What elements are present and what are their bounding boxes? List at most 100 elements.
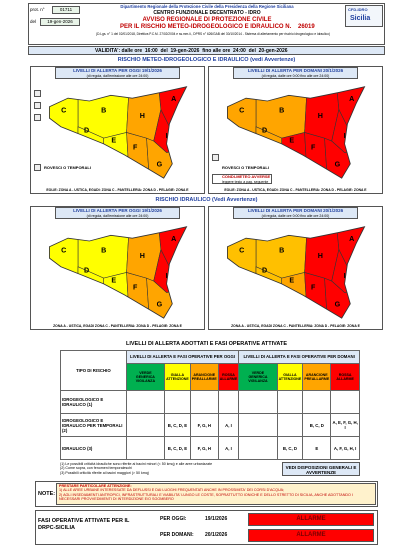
zone-label: I — [344, 272, 346, 280]
panel-header — [55, 67, 180, 79]
storm-icon — [34, 90, 41, 97]
panel-subtitle: (di regola, dall'emissione alle ore 24:0… — [86, 74, 149, 78]
del-label: del — [30, 19, 37, 24]
level-phase: GENERICA VIGILANZA — [248, 374, 268, 383]
cell — [330, 390, 360, 414]
phase: ALLARME — [296, 516, 326, 522]
phase-when: PER DOMANI: — [160, 532, 194, 538]
cell — [189, 390, 219, 414]
number: 26019 — [298, 24, 315, 30]
coast — [49, 86, 188, 179]
level-name: ARANCIONE — [193, 372, 216, 377]
warning-icon — [212, 154, 219, 161]
cell — [276, 390, 304, 414]
phase: ALLARME — [296, 532, 326, 538]
cell — [217, 390, 240, 414]
level: ROSSA ALLARME — [330, 362, 360, 392]
phase-date: 19/1/2026 — [205, 516, 228, 522]
risk-type: IDROGEOLOGICO E IDRAULICO (1) — [60, 390, 127, 414]
level-phase: GENERICA VIGILANZA — [135, 374, 156, 383]
zone-label: F — [133, 284, 138, 292]
zone — [281, 272, 308, 319]
cell — [125, 390, 166, 414]
panel-header — [233, 207, 358, 219]
date: 19-gen-2026 — [40, 18, 80, 26]
logo-text: CFD-IDRO — [348, 7, 368, 12]
phases-label: FASI OPERATIVE ATTIVATE PER IL DRPC-SICI… — [38, 518, 130, 531]
cell — [125, 436, 166, 460]
legend: ROVESCI O TEMPORALI — [44, 165, 91, 170]
zone-label: A — [171, 235, 176, 243]
domani-header: LIVELLI DI ALLERTA E FASI OPERATIVE PER … — [238, 350, 360, 364]
storm-icon — [34, 102, 41, 109]
cell: A, I — [217, 413, 240, 437]
zone-label: I — [344, 132, 346, 140]
level-name: ROSSA — [338, 372, 352, 377]
level-phase: ATTENZIONE — [166, 376, 189, 381]
panel-footer: EOLIE: ZONA A - USTICA, EGADI: ZONA C - … — [224, 188, 367, 192]
panel-title: LIVELLI DI ALLERTA PER OGGI 19/1/2026 — [73, 208, 162, 213]
zone-label: G — [335, 161, 341, 169]
note-text: PRESTARE PARTICOLARE ATTENZIONE: — [59, 484, 132, 488]
validity-bar — [28, 46, 385, 55]
panel-title: LIVELLI DI ALLERTA PER DOMANI 20/1/2026 — [247, 68, 344, 73]
warning-note: leggere testo a pag. seguente — [222, 180, 269, 184]
zone — [126, 272, 150, 319]
risk-type: IDRAULICO (3) — [60, 436, 127, 460]
row: TIPO DI RISCHIO LIVELLI DI ALLERTA E FASI… — [60, 350, 360, 391]
level-phase: PREALLARME — [191, 376, 217, 381]
cell: B, C, D — [276, 436, 304, 460]
notes-button[interactable]: VEDI DISPOSIZIONI GENERALI E AVVERTENZE — [282, 462, 360, 476]
zone-label: D — [262, 126, 267, 134]
cell: A, E, F, G, H, I — [330, 413, 360, 437]
title1: AVVISO REGIONALE DI PROTEZIONE CIVILE — [142, 17, 272, 23]
panel-subtitle: (di regola, dalle ore 0:00 fino alle ore… — [261, 214, 330, 218]
zone-label: E — [111, 276, 116, 284]
level-name: GIALLA — [283, 372, 297, 377]
warning-box — [212, 174, 272, 184]
cell: B, C, D — [302, 413, 332, 437]
panel-subtitle: (di regola, dalle ore 0:00 fino alle ore… — [261, 74, 330, 78]
cell: B, C, D, E — [164, 436, 191, 460]
cell: A, I — [217, 436, 240, 460]
phase-when: PER OGGI: — [160, 516, 187, 522]
level: VERDE GENERICA VIGILANZA — [238, 362, 278, 392]
row: IDROGEOLOGICO E IDRAULICO PER TEMPORALI … — [60, 413, 360, 437]
level: ARANCIONE PREALLARME — [189, 362, 219, 392]
level: ROSSA ALLARME — [217, 362, 240, 392]
zone-label: H — [318, 112, 323, 120]
table: TIPO DI RISCHIO LIVELLI DI ALLERTA E FASI… — [60, 350, 360, 460]
zone — [146, 277, 187, 319]
phase-date: 20/1/2026 — [205, 532, 228, 538]
cell — [238, 413, 278, 437]
prot-label: prot. n° — [30, 7, 45, 12]
zone-label: D — [262, 266, 267, 274]
cell: A, F, G, H, I — [330, 436, 360, 460]
section-title: RISCHIO IDRAULICO (Vedi Avvertenze) — [155, 197, 258, 203]
note-lines: PRESTARE PARTICOLARE ATTENZIONE: 1) ALLE … — [56, 483, 376, 505]
zone-label: G — [157, 161, 163, 169]
zone — [103, 272, 130, 319]
panel — [30, 206, 205, 330]
zone-label: D — [84, 266, 89, 274]
panel-subtitle: (di regola, dall'emissione alle ore 24:0… — [86, 214, 149, 218]
legal: (D.Lgs. n° 1 del 02/01/2018, Direttiva P… — [96, 32, 330, 36]
zone-label: F — [311, 284, 316, 292]
phases-box — [35, 510, 378, 545]
notes: (1) Le possibili criticità idrauliche so… — [60, 462, 280, 475]
panel — [30, 66, 205, 194]
level-phase: ATTENZIONE — [278, 376, 302, 381]
cell: F, G, H — [189, 413, 219, 437]
note-line: (1) Le possibili criticità idrauliche so… — [60, 462, 213, 466]
zone — [324, 137, 365, 179]
level: GIALLA ATTENZIONE — [164, 362, 191, 392]
zone-label: I — [166, 272, 168, 280]
row: VERDE GENERICA VIGILANZA GIALLA ATTENZIONE A… — [61, 362, 360, 392]
level-phase: ALLARME — [336, 376, 354, 381]
panel — [208, 206, 383, 330]
zone-label: C — [61, 106, 66, 114]
zone-label: E — [289, 136, 294, 144]
level-name: GIALLA — [170, 372, 185, 377]
zone-label: H — [140, 112, 145, 120]
zone — [49, 266, 104, 319]
